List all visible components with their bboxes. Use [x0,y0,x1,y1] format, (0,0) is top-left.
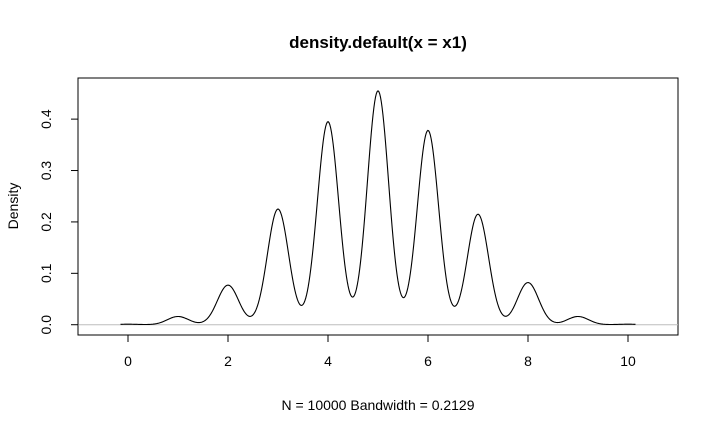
y-tick-label: 0.3 [38,161,54,181]
y-tick-label: 0.0 [38,315,54,335]
y-tick-label: 0.1 [38,263,54,283]
y-tick-label: 0.4 [38,109,54,129]
y-tick-label: 0.2 [38,212,54,232]
x-axis-label: N = 10000 Bandwidth = 0.2129 [281,397,474,413]
x-tick-label: 8 [524,353,532,369]
x-tick-label: 0 [124,353,132,369]
x-tick-label: 2 [224,353,232,369]
x-axis: 0 2 4 6 8 10 [124,334,636,369]
plot-frame [77,77,679,336]
chart-title: density.default(x = x1) [289,33,467,52]
x-tick-label: 10 [620,353,636,369]
y-axis-label: Density [5,183,21,230]
x-tick-label: 6 [424,353,432,369]
density-curve [120,90,636,326]
y-axis: 0.0 0.1 0.2 0.3 0.4 [38,109,79,335]
x-tick-label: 4 [324,353,332,369]
